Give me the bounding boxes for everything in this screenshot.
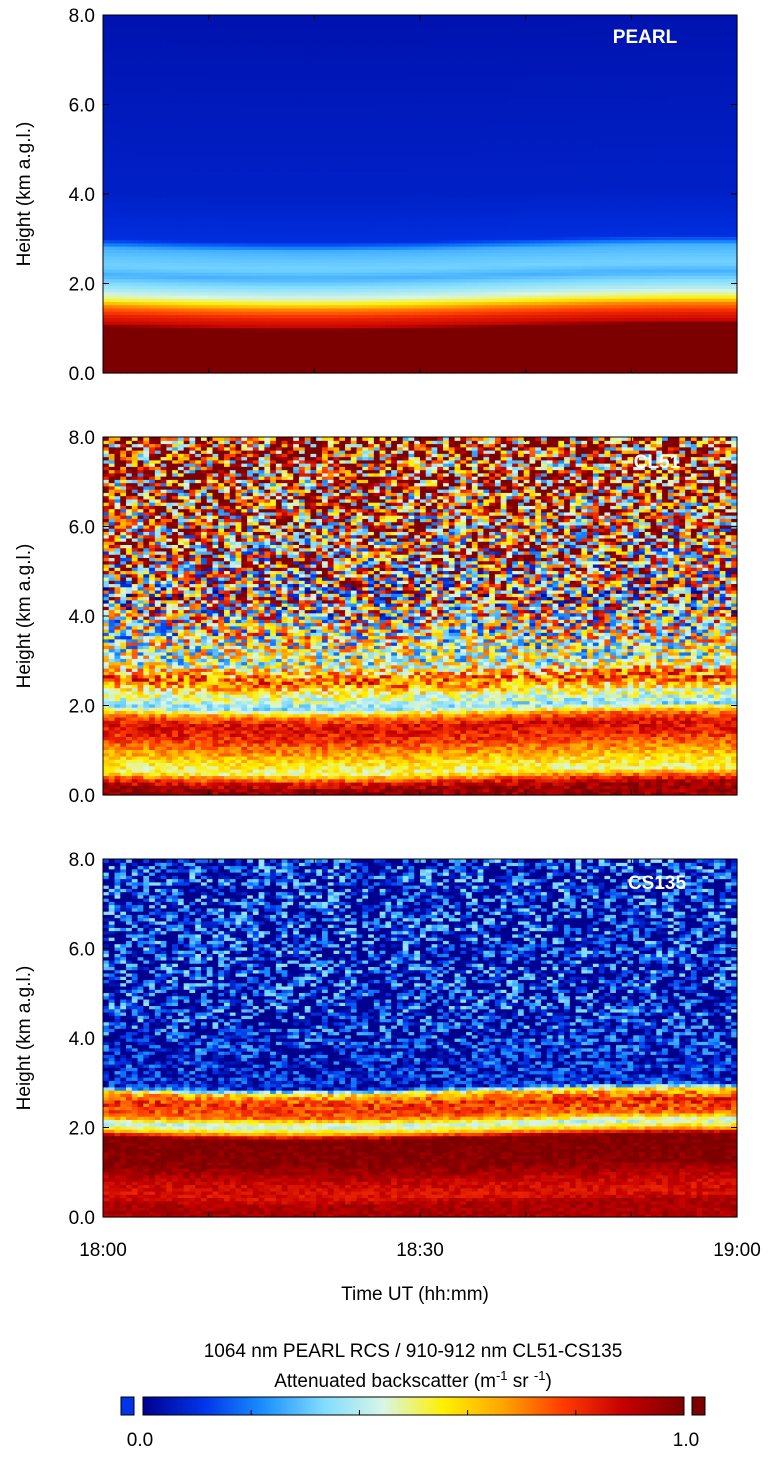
heatmap-cell [189,15,195,19]
heatmap-cell [201,15,207,19]
heatmap-cell [305,15,311,19]
heatmap-cell [247,15,253,19]
heatmap-cell [126,15,132,19]
heatmap-cells [103,15,738,374]
heatmap-cell [259,15,265,19]
heatmap-cell [264,15,270,19]
heatmap-cell [138,15,144,19]
heatmap-cell [339,15,345,19]
heatmap-cell [132,15,138,19]
heatmap-cell [253,15,259,19]
heatmap-cell [184,15,190,19]
heatmap-cell [276,15,282,19]
heatmap-cell [316,15,322,19]
heatmap-cell [345,15,351,19]
heatmap-cell [293,15,299,19]
heatmap-cell [120,15,126,19]
heatmap-cell [218,15,224,19]
heatmap-cell [109,15,115,19]
heatmap-cell [143,15,149,19]
heatmap-cell [322,15,328,19]
heatmap-cell [334,15,340,19]
heatmap-cell [213,15,219,19]
heatmap-cell [224,15,230,19]
heatmap-cell [195,15,201,19]
heatmap-cell [351,15,357,19]
heatmap-cell [310,15,316,19]
heatmap-cell [230,15,236,19]
heatmap-cell [328,15,334,19]
heatmap-cell [149,15,155,19]
heatmap-cell [270,15,276,19]
heatmap-cell [103,15,109,19]
heatmap-cell [178,15,184,19]
heatmap-cell [241,15,247,19]
heatmap-cell [115,15,121,19]
heatmap-cell [236,15,242,19]
heatmap-cell [161,15,167,19]
heatmap-cell [282,15,288,19]
heatmap-cell [299,15,305,19]
heatmap-cell [155,15,161,19]
heatmap-cell [172,15,178,19]
heatmap-cell [166,15,172,19]
heatmap-cell [287,15,293,19]
heatmap-cell [357,15,363,19]
heatmap-cell [207,15,213,19]
